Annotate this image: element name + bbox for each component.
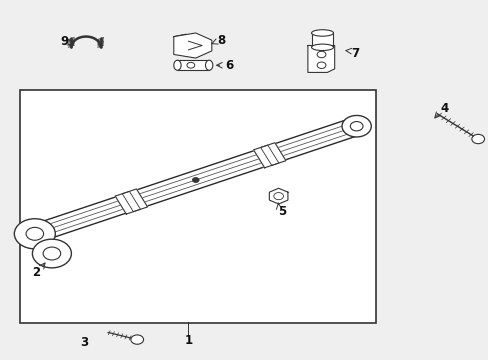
- Text: 6: 6: [224, 59, 233, 72]
- Bar: [20, 90, 375, 323]
- Text: 4: 4: [439, 103, 447, 116]
- Circle shape: [317, 62, 325, 68]
- Text: 8: 8: [217, 33, 225, 47]
- Circle shape: [273, 193, 283, 200]
- Bar: [177, 60, 209, 70]
- Polygon shape: [115, 189, 147, 214]
- Circle shape: [317, 51, 325, 58]
- Text: 3: 3: [81, 336, 88, 349]
- Circle shape: [131, 335, 143, 344]
- Polygon shape: [269, 188, 287, 204]
- Ellipse shape: [311, 44, 333, 50]
- Polygon shape: [253, 143, 285, 168]
- Circle shape: [349, 122, 362, 131]
- Ellipse shape: [173, 60, 181, 70]
- Polygon shape: [173, 33, 211, 58]
- Ellipse shape: [205, 60, 212, 70]
- Ellipse shape: [311, 30, 333, 36]
- Circle shape: [32, 239, 71, 268]
- Text: 2: 2: [32, 266, 40, 279]
- Circle shape: [43, 247, 61, 260]
- Bar: [311, 33, 333, 47]
- Polygon shape: [307, 45, 334, 72]
- Circle shape: [471, 134, 484, 144]
- Circle shape: [192, 177, 199, 183]
- Text: 7: 7: [351, 47, 359, 60]
- Circle shape: [14, 219, 55, 249]
- Circle shape: [186, 62, 194, 68]
- Circle shape: [341, 116, 370, 137]
- Text: 5: 5: [278, 205, 286, 218]
- Circle shape: [26, 227, 43, 240]
- Text: 1: 1: [184, 334, 192, 347]
- Text: 9: 9: [60, 35, 68, 48]
